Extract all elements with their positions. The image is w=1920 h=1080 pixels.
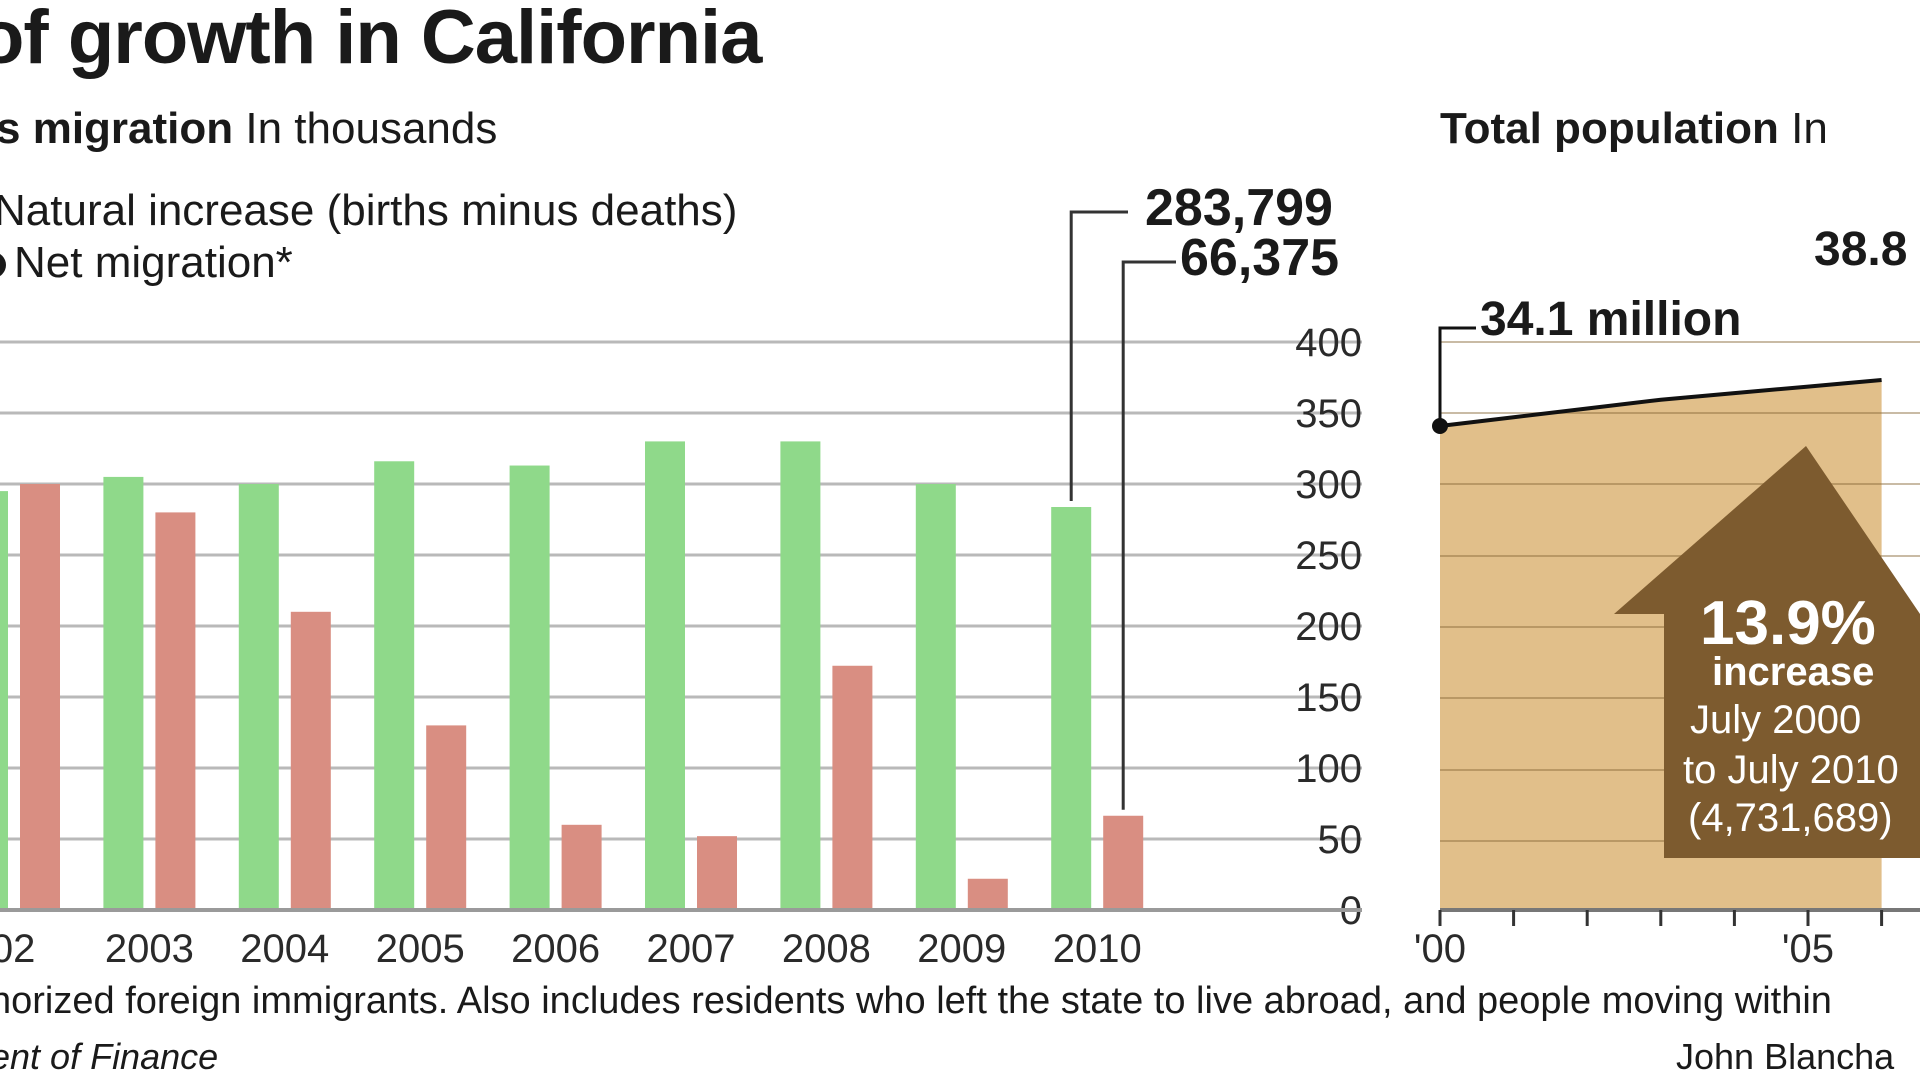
increase-line-2: to July 2010	[1683, 748, 1899, 792]
credit-line: John Blancha	[1676, 1036, 1895, 1077]
legend-natural: Natural increase (births minus deaths)	[0, 186, 738, 235]
chart-title: of growth in California	[0, 0, 762, 80]
legend-migration-dot-icon	[0, 252, 6, 279]
right-heading-unit: In	[1778, 104, 1828, 153]
x-tick-label: 2003	[105, 927, 194, 971]
source-note: ent of Finance	[0, 1036, 219, 1077]
x-tick-label: 2010	[1053, 927, 1142, 971]
bar-migration-2006	[561, 824, 602, 910]
increase-arrow-shape	[1614, 446, 1920, 858]
y-tick-label: 300	[1295, 463, 1362, 507]
x-tick-label: 2007	[647, 927, 736, 971]
increase-word: increase	[1712, 650, 1875, 694]
bar-natural-2003	[103, 476, 144, 910]
bar-migration-2005	[426, 725, 467, 910]
bar-natural-2006	[509, 465, 550, 910]
bar-natural-2007	[645, 441, 685, 910]
bar-migration-2004	[290, 611, 331, 910]
leader-line-migration	[1121, 260, 1176, 810]
left-heading-bold: s migration	[0, 104, 234, 153]
population-end-label: 38.8	[1814, 223, 1908, 276]
x-tick-label: 2004	[240, 927, 329, 971]
right-chart-heading: Total population In	[1440, 104, 1828, 154]
bar-natural-002	[0, 491, 8, 910]
x-tick-label: 2008	[782, 927, 871, 971]
y-tick-label: 100	[1295, 747, 1362, 791]
x-tick-label: 2009	[917, 927, 1006, 971]
legend-migration-label: Net migration*	[14, 238, 293, 287]
y-tick-label: 400	[1295, 321, 1362, 365]
right-heading-bold: Total population	[1440, 104, 1779, 153]
footnote: horized foreign immigrants. Also include…	[0, 980, 1832, 1022]
callout-natural-2010: 283,799	[1145, 179, 1333, 237]
y-tick-label: 350	[1295, 392, 1362, 436]
bar-migration-2008	[832, 665, 873, 910]
legend-migration: Net migration*	[0, 238, 293, 288]
x-tick-label: 2006	[511, 927, 600, 971]
left-heading-unit: In thousands	[233, 104, 498, 153]
y-tick-label: 50	[1318, 818, 1363, 862]
increase-line-1: July 2000	[1690, 698, 1862, 742]
bar-migration-2009	[967, 878, 1008, 910]
population-start-label: 34.1 million	[1480, 293, 1742, 346]
y-tick-label: 200	[1295, 605, 1362, 649]
bar-natural-2009	[915, 484, 956, 910]
area-x-tick-label: '05	[1782, 927, 1834, 971]
bar-migration-2010	[1103, 815, 1144, 910]
population-line	[1439, 378, 1882, 428]
bar-migration-2007	[697, 836, 737, 910]
bar-natural-2010	[1051, 507, 1092, 910]
leader-line-population	[1438, 326, 1476, 426]
x-tick-label: 2005	[376, 927, 465, 971]
left-chart-heading: s migration In thousands	[0, 104, 497, 154]
y-tick-label: 150	[1295, 676, 1362, 720]
bar-natural-2008	[780, 441, 821, 910]
callout-migration-2010: 66,375	[1180, 229, 1340, 287]
x-tick-label: 002	[0, 927, 35, 971]
increase-percent: 13.9%	[1700, 589, 1876, 658]
y-tick-label: 250	[1295, 534, 1362, 578]
leader-line-natural	[1069, 210, 1128, 502]
bar-natural-2005	[374, 461, 415, 910]
bar-natural-2004	[238, 484, 279, 910]
bar-migration-002	[20, 484, 60, 910]
increase-line-3: (4,731,689)	[1688, 796, 1893, 840]
area-x-tick-label: '00	[1414, 927, 1466, 971]
bar-migration-2003	[155, 512, 196, 910]
